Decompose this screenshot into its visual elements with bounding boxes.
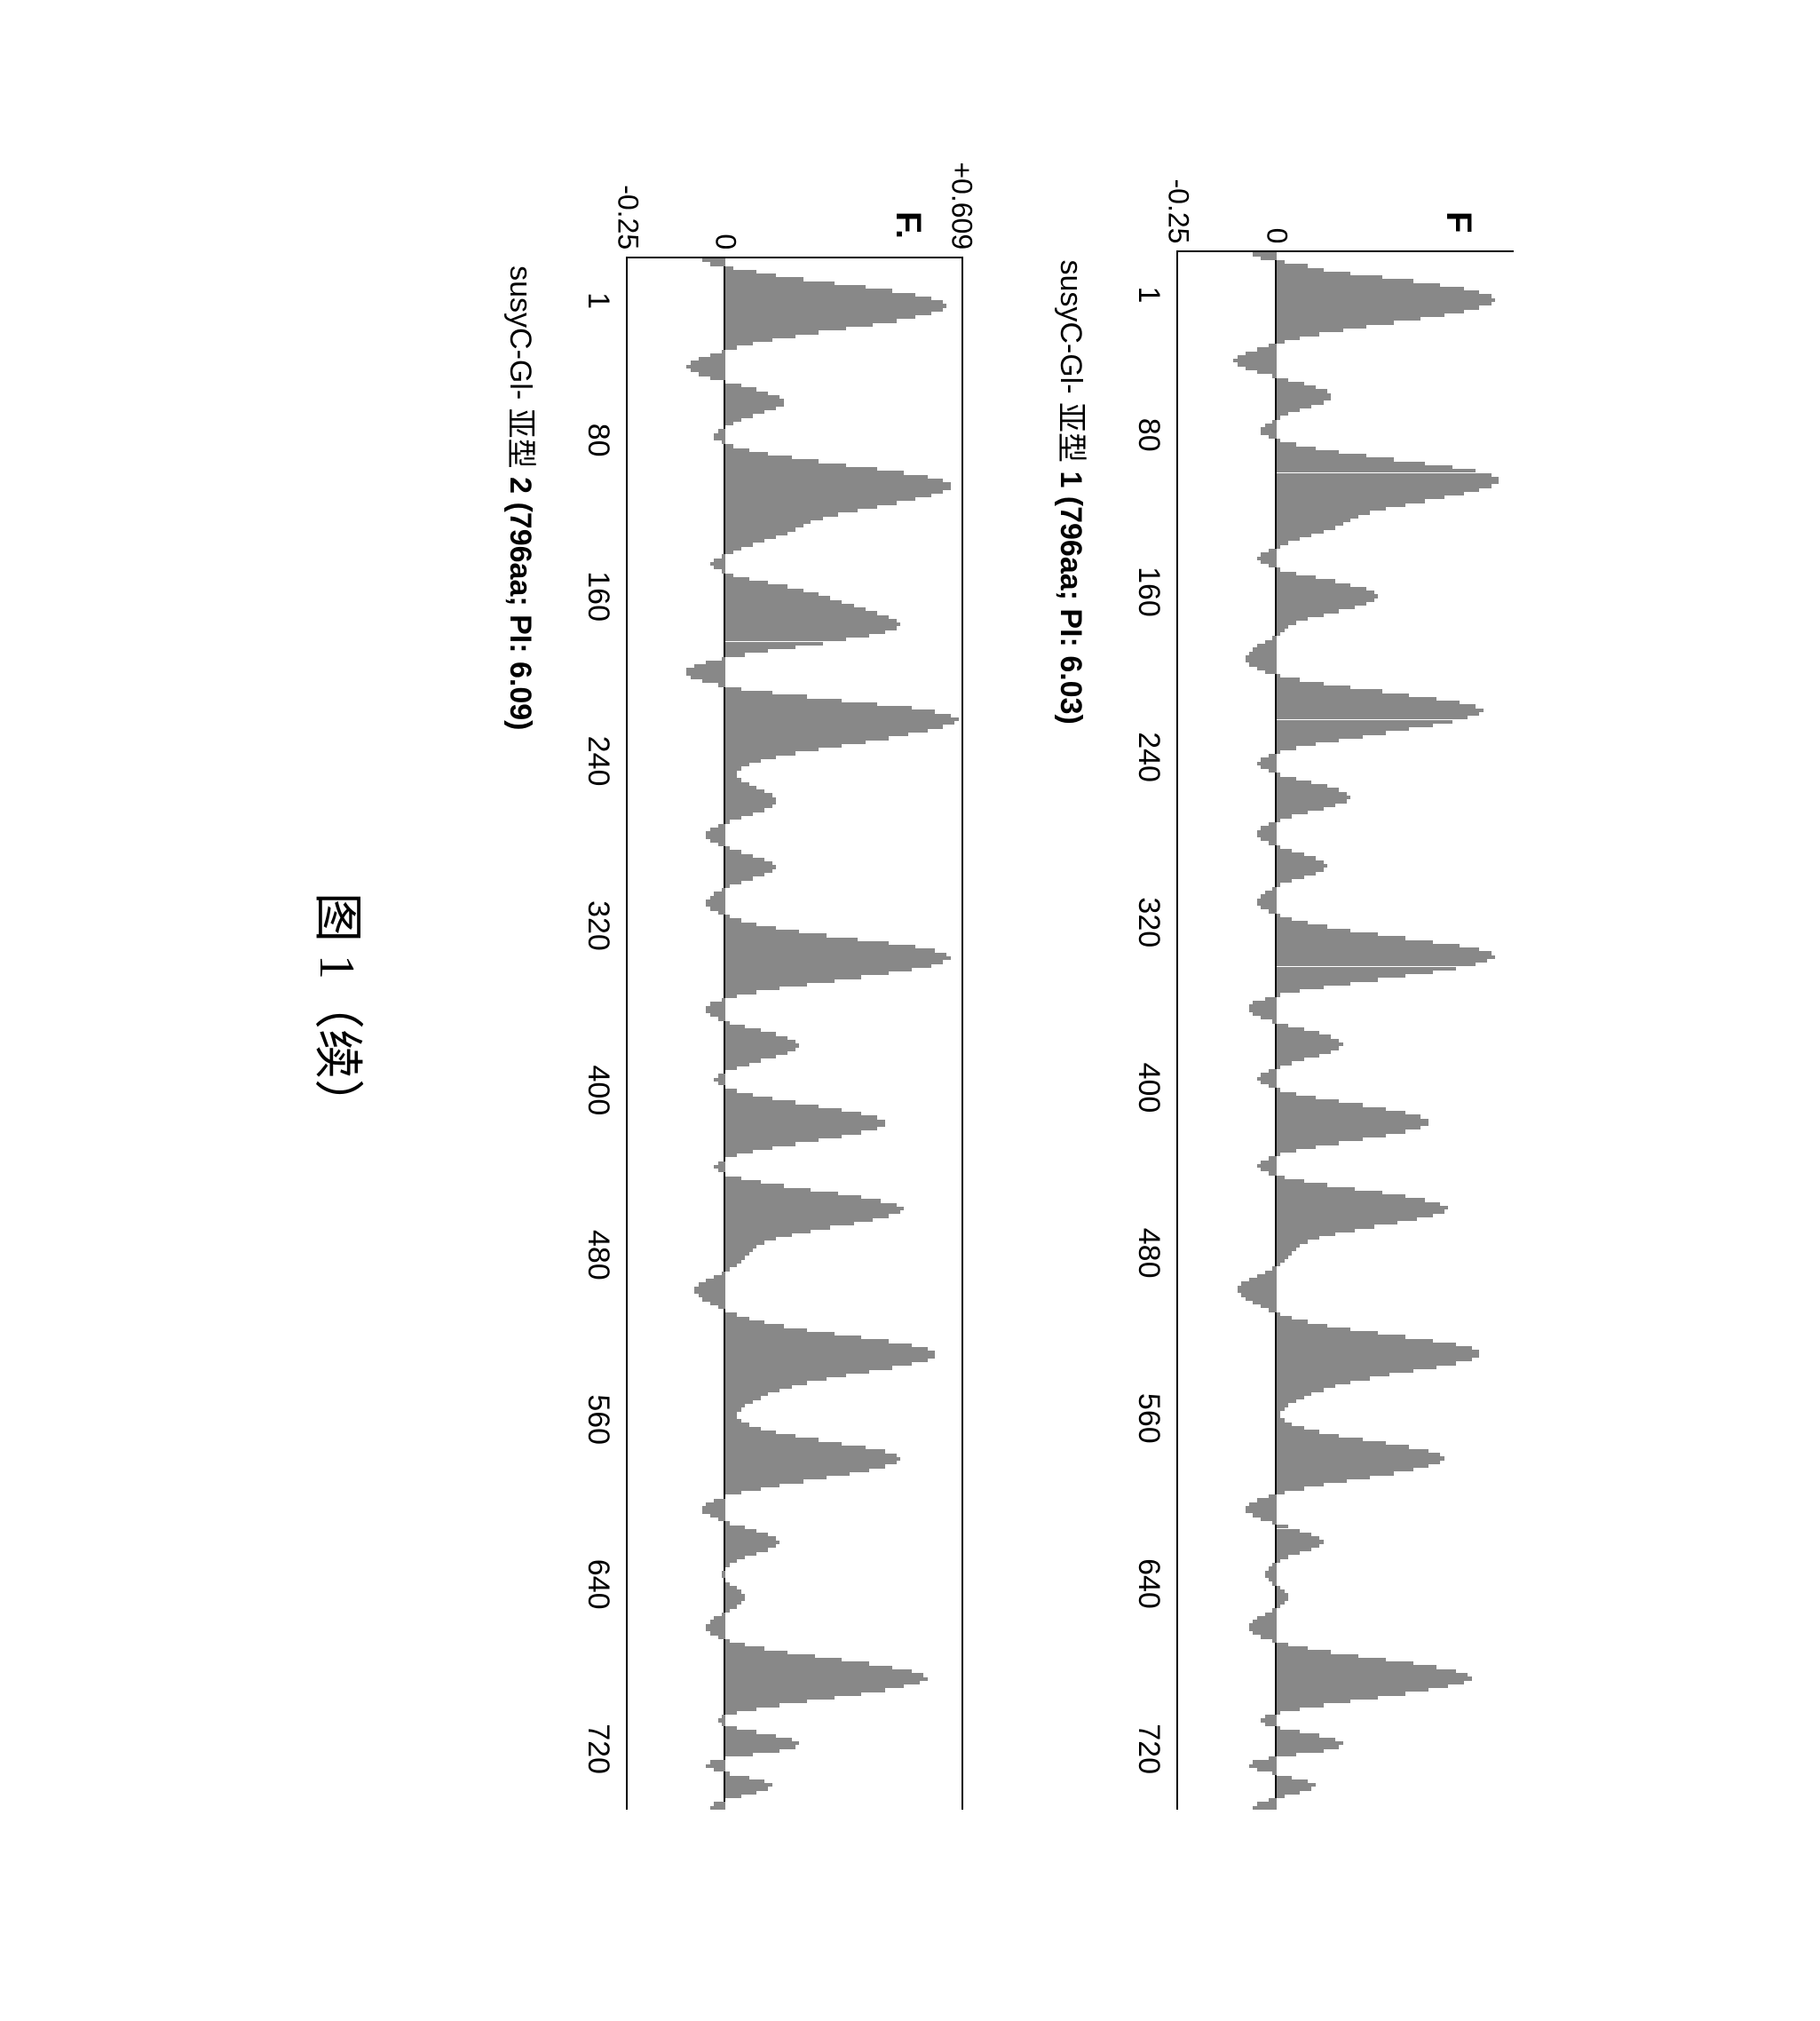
chart-caption: susyC-Gl- 亚型 1 (796aa; PI: 6.03)	[1053, 250, 1096, 1810]
bar	[718, 1305, 726, 1309]
chart-block-2: F.+0.6090-0.2518016024032040048056064072…	[502, 211, 964, 1810]
bars-container	[1179, 252, 1515, 1810]
bar	[725, 1609, 729, 1613]
bar	[1277, 1711, 1280, 1715]
x-tick-label: 80	[582, 424, 616, 457]
bar	[1265, 670, 1277, 674]
bar	[725, 1795, 740, 1798]
plot-area: +0.6090-0.25	[627, 257, 964, 1810]
bar	[1269, 909, 1277, 913]
bar	[725, 1267, 729, 1271]
bar	[725, 884, 729, 888]
caption-bold: 2 (796aa; PI: 6.09)	[504, 477, 538, 730]
x-tick-label: 1	[582, 292, 616, 309]
y-tick-label: -0.25	[1162, 146, 1195, 243]
bar	[725, 422, 733, 425]
bar	[725, 1153, 737, 1157]
bar	[718, 683, 726, 686]
bar	[718, 1082, 726, 1085]
y-tick-label: 0	[709, 152, 742, 250]
bar	[1277, 545, 1280, 549]
bar	[718, 911, 726, 915]
caption-prefix: susyC-Gl- 亚型	[1055, 259, 1088, 471]
bar	[725, 1563, 729, 1566]
bar	[725, 1753, 753, 1756]
bar	[718, 1518, 726, 1521]
bar	[1269, 769, 1277, 773]
chart-caption: susyC-Gl- 亚型 2 (796aa; PI: 6.09)	[502, 257, 546, 1810]
bar	[1277, 1605, 1280, 1608]
bar	[1277, 1795, 1285, 1798]
bar	[718, 1636, 726, 1639]
x-tick-label: 160	[1132, 567, 1167, 617]
bar	[1277, 1491, 1285, 1494]
bar	[1277, 1153, 1280, 1156]
bar	[1261, 257, 1277, 260]
x-tick-label: 640	[1132, 1558, 1167, 1609]
bar	[710, 262, 726, 266]
bar	[1277, 1753, 1296, 1756]
bar	[722, 1574, 725, 1578]
bar	[725, 653, 745, 656]
x-tick-label: 560	[1132, 1393, 1167, 1444]
x-tick-label: 720	[1132, 1724, 1167, 1774]
x-tick-label: 480	[582, 1230, 616, 1280]
chart-block-1: F0-0.25180160240320400480560640720susyC-…	[1053, 211, 1515, 1810]
caption-bold: 1 (796aa; PI: 6.03)	[1055, 471, 1088, 724]
x-tick-label: 640	[582, 1559, 616, 1610]
bar	[725, 1711, 737, 1715]
bar	[725, 345, 737, 349]
x-tick-label: 400	[1132, 1063, 1167, 1114]
x-ticks: 1 80 160 240 320 400 480 560 640 720	[1132, 250, 1167, 1810]
x-tick-label: 1	[1132, 286, 1167, 303]
y-tick-label: 0	[1260, 146, 1293, 243]
x-tick-label: 400	[582, 1066, 616, 1116]
bar	[1277, 993, 1280, 996]
bar	[1269, 1084, 1277, 1088]
bar	[1269, 564, 1277, 567]
bar	[725, 1066, 737, 1070]
bar	[1277, 750, 1280, 754]
bar	[725, 995, 737, 998]
caption-prefix: susyC-Gl- 亚型	[504, 266, 538, 477]
x-tick-label: 320	[1132, 897, 1167, 947]
bar	[1269, 1171, 1277, 1175]
x-tick-label: 560	[582, 1394, 616, 1445]
bar	[1277, 340, 1285, 344]
bar	[1253, 1806, 1276, 1810]
bar	[714, 1768, 725, 1771]
x-tick-label: 480	[1132, 1228, 1167, 1279]
x-tick-label: 240	[1132, 732, 1167, 782]
bar	[1277, 819, 1280, 822]
bars-container	[629, 258, 962, 1810]
x-tick-label: 240	[582, 736, 616, 787]
bar	[725, 551, 733, 554]
bar	[710, 376, 726, 380]
bar	[1269, 435, 1277, 439]
bar	[1277, 1559, 1280, 1563]
x-tick-label: 320	[582, 900, 616, 951]
bar	[725, 1491, 740, 1494]
y-tick-label: -0.25	[612, 152, 645, 250]
bar	[1269, 841, 1277, 844]
plot-area: 0-0.25	[1177, 250, 1515, 1810]
bar	[718, 1169, 726, 1172]
bar	[710, 1806, 726, 1810]
bar	[725, 820, 729, 823]
bar	[718, 843, 726, 846]
bar	[1265, 1723, 1277, 1726]
bar	[1269, 1308, 1277, 1312]
x-tick-label: 160	[582, 571, 616, 622]
x-ticks: 1 80 160 240 320 400 480 560 640 720	[582, 257, 616, 1810]
x-tick-label: 720	[582, 1724, 616, 1774]
bar	[1277, 1263, 1280, 1266]
figure-label: 图 1（续）	[306, 211, 378, 1810]
bar	[1277, 416, 1280, 419]
x-tick-label: 80	[1132, 418, 1167, 452]
bar	[1277, 1066, 1280, 1069]
bar	[718, 1017, 726, 1020]
bar	[1277, 632, 1280, 636]
bar	[1277, 883, 1280, 886]
y-tick-label: +0.609	[946, 152, 978, 250]
